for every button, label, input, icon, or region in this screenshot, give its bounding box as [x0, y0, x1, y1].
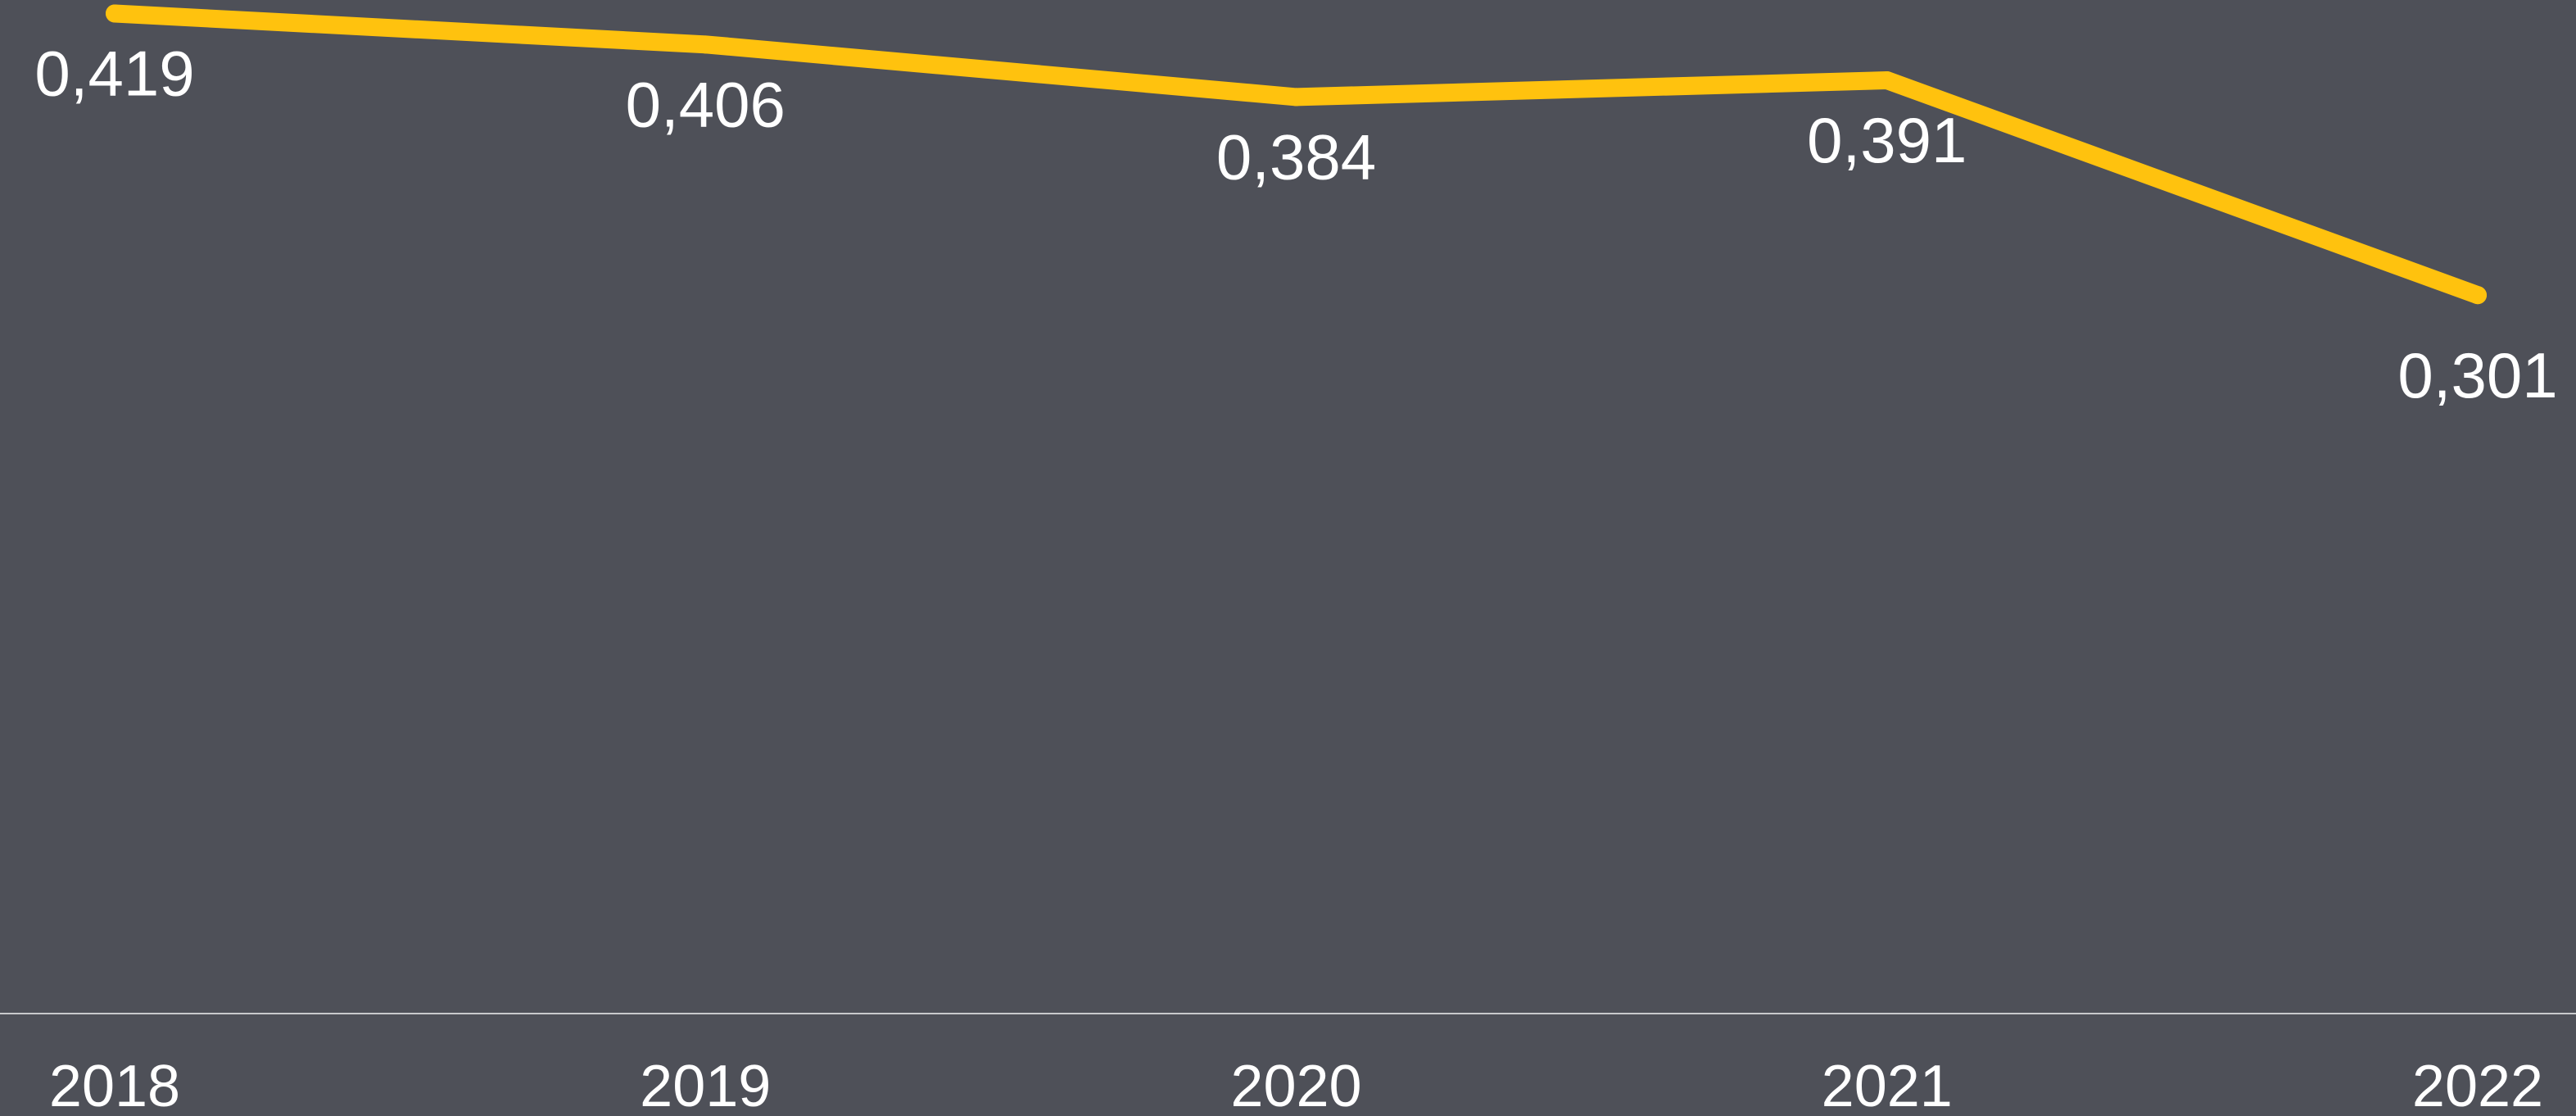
x-tick-layer: 2018 2019 2020 2021 2022: [49, 1054, 2543, 1116]
data-point-2018: [106, 4, 124, 23]
x-tick-label-2018: 2018: [49, 1054, 180, 1116]
data-point-2020: [1287, 88, 1306, 107]
x-tick-label-2021: 2021: [1822, 1054, 1953, 1116]
data-label-2018: 0,419: [34, 37, 194, 109]
data-point-2021: [1877, 71, 1896, 90]
data-label-2022: 0,301: [2397, 339, 2557, 411]
x-tick-label-2020: 2020: [1230, 1054, 1361, 1116]
series-layer: [106, 4, 2487, 305]
x-tick-label-2019: 2019: [640, 1054, 771, 1116]
data-point-2019: [696, 35, 715, 54]
x-tick-label-2022: 2022: [2412, 1054, 2543, 1116]
data-label-2019: 0,406: [626, 68, 785, 140]
data-label-2020: 0,384: [1216, 120, 1376, 193]
data-label-layer: 0,419 0,406 0,384 0,391 0,301: [34, 37, 2557, 411]
data-point-2022: [2469, 286, 2487, 305]
data-label-2021: 0,391: [1807, 104, 1967, 176]
